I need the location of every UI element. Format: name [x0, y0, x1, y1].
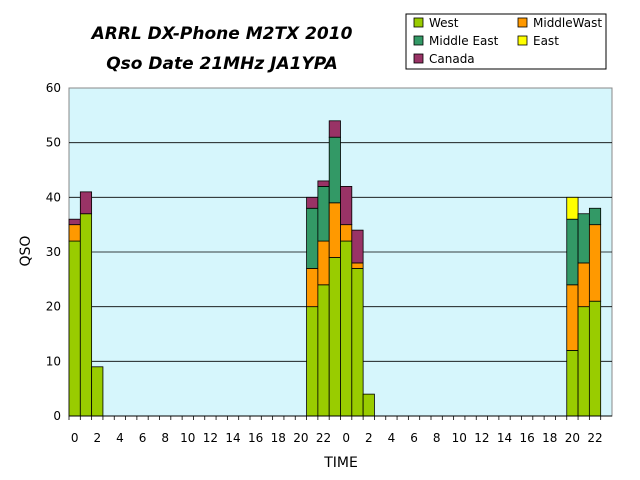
x-axis-title: TIME	[323, 455, 358, 471]
bar-segment-west	[566, 349, 579, 417]
bar-segment-middle-east	[317, 185, 330, 242]
x-tick-label: 4	[116, 431, 124, 445]
bar-segment-middle-east	[577, 213, 590, 264]
x-tick-label: 12	[203, 431, 218, 445]
x-axis-ticks: 0 2 4 6 8 10 12 14 16 18 20 22 0 2 4 6 8 10 12 14 16 18 20 22	[68, 416, 603, 445]
bar-segment-west	[588, 300, 602, 417]
x-tick-label: 16	[520, 431, 535, 445]
chart-title: ARRL DX-Phone M2TX 2010	[90, 24, 353, 44]
x-tick-label: 6	[139, 431, 147, 445]
legend-label: East	[533, 34, 559, 48]
bar-segment-west	[577, 306, 590, 417]
bar-segment-west	[306, 306, 319, 417]
bar-segment-canada	[79, 191, 93, 215]
bar-segment-middlewast	[340, 224, 353, 242]
bar-segment-canada	[328, 120, 341, 138]
bar-segment-east	[566, 196, 579, 220]
bar-segment-middlewast	[577, 262, 590, 308]
x-tick-label: 16	[248, 431, 263, 445]
legend-swatch	[413, 17, 424, 28]
y-axis-ticks: 0 10 20 30 40 50 60	[46, 81, 61, 423]
x-tick-label: 10	[180, 431, 195, 445]
x-tick-label: 18	[271, 431, 286, 445]
bar-segment-middlewast	[317, 240, 330, 286]
legend-label: Middle East	[429, 34, 499, 48]
y-tick-label: 40	[46, 190, 61, 204]
y-tick-label: 30	[46, 245, 61, 259]
bar-segment-west	[362, 393, 375, 417]
y-tick-label: 60	[46, 81, 61, 95]
bar-segment-canada	[68, 218, 81, 226]
x-tick-label: 20	[293, 431, 308, 445]
legend-swatch	[413, 53, 424, 64]
bar-segment-west	[328, 257, 341, 417]
bar-segment-middle-east	[566, 218, 579, 286]
y-tick-label: 10	[46, 354, 61, 368]
x-tick-label: 4	[388, 431, 396, 445]
x-tick-label: 2	[365, 431, 373, 445]
legend-swatch	[517, 17, 528, 28]
bar-segment-canada	[306, 196, 319, 209]
bar-segment-canada	[351, 229, 364, 264]
y-axis-title: QSO	[18, 236, 34, 267]
x-tick-label: 0	[342, 431, 350, 445]
legend-swatch	[517, 35, 528, 46]
x-tick-label: 14	[225, 431, 240, 445]
legend-label: West	[429, 16, 459, 30]
bar-segment-west	[351, 267, 364, 417]
y-tick-label: 0	[53, 409, 61, 423]
x-tick-label: 8	[161, 431, 169, 445]
bar-segment-canada	[317, 180, 330, 187]
bar-segment-west	[68, 240, 81, 417]
x-tick-label: 22	[587, 431, 602, 445]
bar-segment-middlewast	[351, 262, 364, 269]
x-tick-label: 14	[497, 431, 512, 445]
bar-segment-middlewast	[306, 267, 319, 308]
x-tick-label: 10	[452, 431, 467, 445]
bars	[68, 120, 602, 417]
bar-segment-middlewast	[68, 224, 81, 242]
x-tick-label: 18	[542, 431, 557, 445]
x-tick-label: 12	[474, 431, 489, 445]
x-tick-label: 0	[71, 431, 79, 445]
legend: West MiddleWast Middle East East Canada	[405, 13, 607, 70]
bar-segment-west	[91, 366, 104, 417]
bar-segment-west	[79, 213, 93, 417]
legend-swatch	[413, 35, 424, 46]
x-tick-label: 2	[93, 431, 101, 445]
y-tick-label: 50	[46, 136, 61, 150]
bar-segment-west	[340, 240, 353, 417]
bar-segment-middlewast	[328, 202, 341, 258]
x-tick-label: 6	[410, 431, 418, 445]
legend-box	[405, 13, 607, 70]
bar-segment-west	[317, 284, 330, 417]
legend-label: Canada	[429, 52, 475, 66]
chart-subtitle: Qso Date 21MHz JA1YPA	[106, 54, 338, 74]
x-tick-label: 20	[565, 431, 580, 445]
bar-segment-middlewast	[566, 284, 579, 351]
bar-segment-middlewast	[588, 224, 602, 302]
x-tick-label: 8	[433, 431, 441, 445]
y-tick-label: 20	[46, 300, 61, 314]
bar-segment-middle-east	[306, 207, 319, 269]
x-tick-label: 22	[316, 431, 331, 445]
bar-segment-middle-east	[328, 136, 341, 204]
bar-segment-middle-east	[588, 207, 602, 226]
legend-label: MiddleWast	[533, 16, 602, 30]
bar-segment-canada	[340, 185, 353, 226]
